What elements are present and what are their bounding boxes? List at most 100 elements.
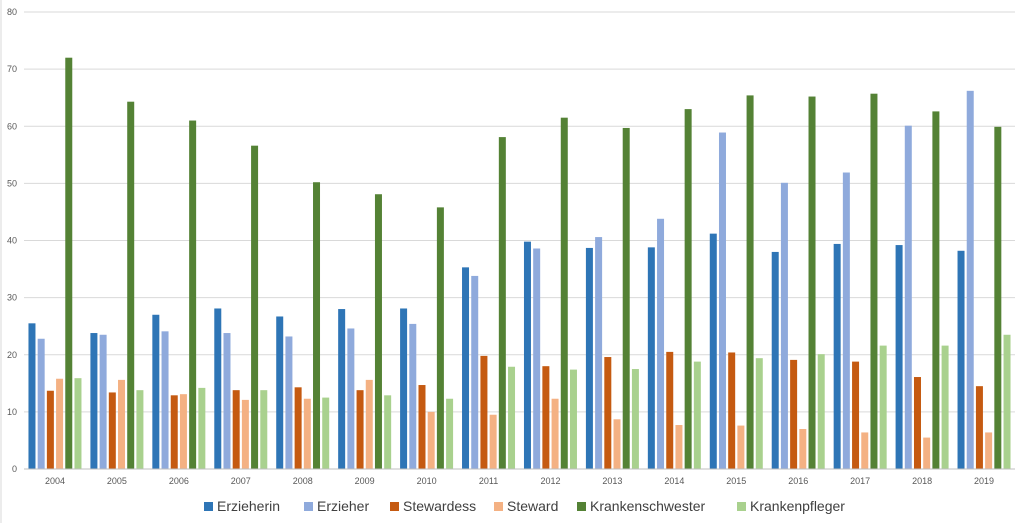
bar-krankenschwester-2017: [870, 93, 878, 469]
x-tick-label: 2004: [45, 476, 65, 486]
x-tick-label: 2005: [107, 476, 127, 486]
x-tick-label: 2012: [540, 476, 560, 486]
bar-erzieherin-2007: [214, 308, 222, 469]
x-tick-label: 2017: [850, 476, 870, 486]
bars: [28, 57, 1011, 470]
bar-krankenschwester-2018: [932, 111, 940, 470]
x-tick-label: 2019: [974, 476, 994, 486]
bar-erzieher-2017: [842, 172, 850, 469]
bar-erzieher-2016: [780, 182, 788, 470]
bar-steward-2004: [56, 378, 64, 469]
bar-steward-2018: [923, 437, 931, 469]
x-tick-label: 2007: [231, 476, 251, 486]
x-tick-label: 2016: [788, 476, 808, 486]
bar-steward-2006: [179, 394, 187, 469]
legend-item-krankenpfleger: Krankenpfleger: [737, 498, 845, 514]
bar-krankenpfleger-2014: [693, 361, 701, 469]
bar-steward-2009: [365, 379, 373, 469]
bar-erzieher-2013: [595, 237, 603, 469]
bar-krankenschwester-2008: [313, 182, 321, 470]
bar-erzieherin-2014: [647, 247, 655, 469]
legend-label: Krankenpfleger: [750, 498, 845, 514]
bar-erzieherin-2005: [90, 333, 98, 469]
bar-stewardess-2019: [975, 386, 983, 469]
bar-krankenpfleger-2019: [1003, 334, 1011, 469]
legend-swatch: [577, 502, 586, 511]
bar-krankenschwester-2007: [251, 145, 259, 470]
x-tick-label: 2011: [479, 476, 498, 486]
legend-swatch: [204, 502, 213, 511]
bar-erzieher-2010: [409, 323, 417, 469]
bar-steward-2016: [799, 429, 807, 469]
bar-krankenschwester-2012: [560, 117, 568, 470]
bar-erzieherin-2009: [338, 309, 346, 469]
bar-stewardess-2012: [542, 366, 550, 469]
bar-krankenpfleger-2009: [384, 395, 392, 469]
x-tick-label: 2018: [912, 476, 932, 486]
bar-erzieherin-2004: [28, 323, 36, 469]
legend-item-stewardess: Stewardess: [390, 498, 476, 514]
bar-erzieher-2018: [904, 125, 912, 470]
bar-erzieherin-2010: [400, 308, 408, 469]
bar-erzieher-2019: [966, 90, 974, 469]
bar-erzieher-2007: [223, 333, 231, 469]
bar-steward-2010: [427, 411, 435, 470]
bar-erzieher-2009: [347, 328, 355, 469]
bar-krankenschwester-2006: [189, 120, 197, 469]
bar-krankenpfleger-2017: [879, 345, 887, 469]
bar-krankenpfleger-2012: [569, 369, 577, 469]
bar-erzieherin-2012: [523, 241, 531, 469]
bar-krankenschwester-2004: [65, 57, 73, 469]
y-tick-label: 60: [7, 121, 17, 131]
y-tick-label: 80: [7, 7, 17, 17]
bar-steward-2012: [551, 398, 559, 469]
bar-erzieher-2011: [471, 275, 479, 469]
bar-erzieher-2005: [99, 334, 107, 469]
bar-stewardess-2013: [604, 357, 612, 469]
bar-krankenschwester-2005: [127, 101, 135, 469]
bar-krankenpfleger-2004: [74, 378, 82, 469]
bar-erzieherin-2006: [152, 314, 160, 469]
y-tick-label: 0: [12, 464, 17, 474]
bar-erzieherin-2013: [585, 247, 593, 469]
y-tick-label: 10: [7, 407, 17, 417]
legend-swatch: [737, 502, 746, 511]
gridlines: [24, 11, 1015, 413]
y-tick-label: 30: [7, 293, 17, 303]
bar-erzieher-2008: [285, 336, 293, 469]
bar-steward-2014: [675, 425, 683, 469]
bar-krankenschwester-2016: [808, 96, 816, 469]
legend-label: Erzieher: [317, 498, 369, 514]
bar-erzieherin-2015: [709, 233, 717, 469]
bar-stewardess-2016: [790, 359, 798, 469]
bar-stewardess-2017: [852, 361, 860, 469]
bar-krankenpfleger-2011: [508, 366, 516, 469]
bar-stewardess-2006: [170, 395, 178, 469]
bar-stewardess-2008: [294, 387, 302, 469]
bar-steward-2017: [861, 432, 869, 469]
bar-krankenpfleger-2015: [755, 358, 763, 469]
bar-krankenschwester-2019: [994, 126, 1002, 469]
legend-swatch: [390, 502, 399, 511]
bar-krankenschwester-2010: [436, 207, 444, 469]
x-tick-label: 2010: [417, 476, 437, 486]
bar-krankenpfleger-2010: [446, 398, 454, 469]
bar-erzieher-2006: [161, 331, 169, 469]
x-tick-label: 2008: [293, 476, 313, 486]
bar-steward-2007: [241, 399, 249, 469]
bar-stewardess-2010: [418, 385, 426, 469]
bar-steward-2011: [489, 414, 497, 469]
bar-krankenschwester-2013: [622, 127, 630, 470]
bar-erzieher-2015: [718, 132, 726, 469]
bar-krankenpfleger-2005: [136, 390, 144, 469]
bar-stewardess-2011: [480, 355, 488, 469]
bar-krankenschwester-2011: [498, 137, 506, 469]
y-tick-label: 50: [7, 178, 17, 188]
legend-label: Steward: [507, 498, 558, 514]
bar-erzieherin-2019: [957, 250, 965, 469]
y-tick-label: 40: [7, 236, 17, 246]
bar-steward-2019: [985, 432, 993, 469]
bar-erzieher-2012: [533, 248, 541, 469]
bar-krankenpfleger-2006: [198, 387, 206, 469]
y-axis-tick-labels: 0 10 20 30 40 50 60 70 80: [7, 7, 17, 474]
